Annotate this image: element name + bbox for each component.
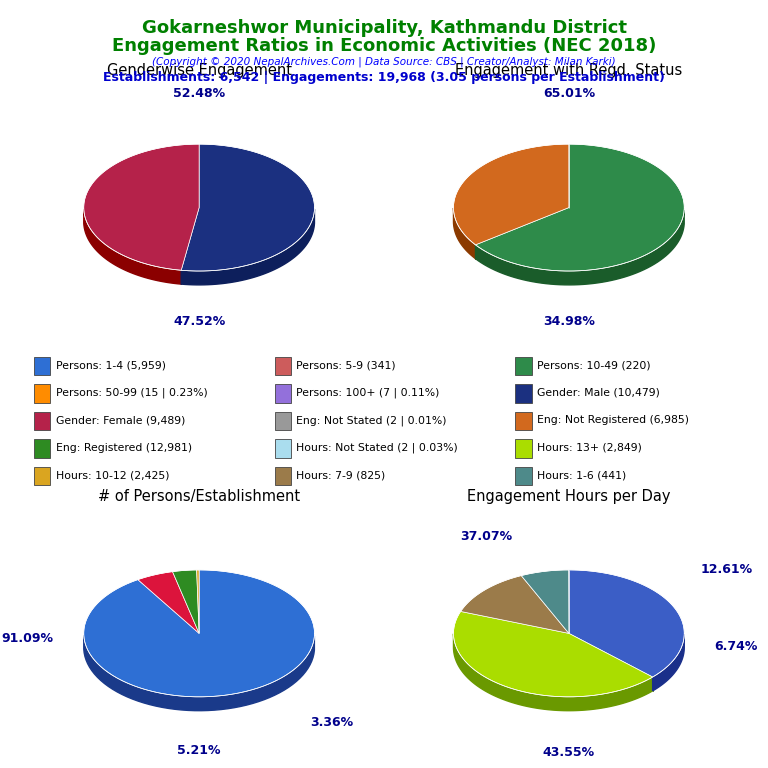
Text: 52.48%: 52.48% [173,87,225,100]
Text: Eng: Not Stated (2 | 0.01%): Eng: Not Stated (2 | 0.01%) [296,415,447,425]
Text: 37.07%: 37.07% [460,531,511,544]
Polygon shape [475,210,684,285]
Text: Gender: Male (10,479): Gender: Male (10,479) [537,388,660,398]
Polygon shape [181,210,314,285]
Text: Hours: Not Stated (2 | 0.03%): Hours: Not Stated (2 | 0.03%) [296,442,458,453]
Title: # of Persons/Establishment: # of Persons/Establishment [98,489,300,504]
Polygon shape [453,634,653,710]
Text: Persons: 1-4 (5,959): Persons: 1-4 (5,959) [55,360,166,370]
Text: 34.98%: 34.98% [543,316,595,329]
Bar [515,384,531,402]
Polygon shape [84,144,199,270]
Text: Establishments: 6,542 | Engagements: 19,968 (3.05 persons per Establishment): Establishments: 6,542 | Engagements: 19,… [103,71,665,84]
Bar [515,412,531,430]
Text: 3.36%: 3.36% [310,716,353,729]
Text: Gokarneshwor Municipality, Kathmandu District: Gokarneshwor Municipality, Kathmandu Dis… [141,19,627,37]
Bar [515,439,531,458]
Bar [274,439,291,458]
Polygon shape [197,570,199,634]
Polygon shape [521,570,569,634]
Text: Persons: 50-99 (15 | 0.23%): Persons: 50-99 (15 | 0.23%) [55,388,207,399]
Polygon shape [569,570,684,677]
Bar [34,412,51,430]
Bar [515,356,531,375]
Text: Gender: Female (9,489): Gender: Female (9,489) [55,415,185,425]
Bar [34,466,51,485]
Text: 43.55%: 43.55% [543,746,595,760]
Bar [274,466,291,485]
Polygon shape [181,144,315,271]
Text: Hours: 7-9 (825): Hours: 7-9 (825) [296,471,386,481]
Text: 65.01%: 65.01% [543,87,595,100]
Polygon shape [173,570,199,634]
Polygon shape [84,635,314,710]
Text: Engagement Ratios in Economic Activities (NEC 2018): Engagement Ratios in Economic Activities… [112,37,656,55]
Bar [274,384,291,402]
Bar [34,384,51,402]
Text: 5.21%: 5.21% [177,743,221,756]
Text: (Copyright © 2020 NepalArchives.Com | Data Source: CBS | Creator/Analyst: Milan : (Copyright © 2020 NepalArchives.Com | Da… [152,56,616,67]
Text: Persons: 10-49 (220): Persons: 10-49 (220) [537,360,650,370]
Text: Hours: 10-12 (2,425): Hours: 10-12 (2,425) [55,471,169,481]
Polygon shape [475,144,684,271]
Text: 12.61%: 12.61% [700,564,753,577]
Polygon shape [453,208,475,259]
Bar [274,356,291,375]
Text: 6.74%: 6.74% [714,640,758,653]
Bar [34,356,51,375]
Title: Genderwise Engagement: Genderwise Engagement [107,63,292,78]
Bar [34,439,51,458]
Text: Persons: 5-9 (341): Persons: 5-9 (341) [296,360,396,370]
Text: 47.52%: 47.52% [173,316,225,329]
Text: Eng: Not Registered (6,985): Eng: Not Registered (6,985) [537,415,689,425]
Text: 91.09%: 91.09% [2,632,54,645]
Polygon shape [453,144,569,245]
Polygon shape [653,634,684,691]
Text: Persons: 100+ (7 | 0.11%): Persons: 100+ (7 | 0.11%) [296,388,439,399]
Text: Eng: Registered (12,981): Eng: Registered (12,981) [55,443,192,453]
Polygon shape [84,570,315,697]
Title: Engagement Hours per Day: Engagement Hours per Day [467,489,670,504]
Polygon shape [84,210,181,284]
Title: Engagement with Regd. Status: Engagement with Regd. Status [455,63,683,78]
Text: Hours: 13+ (2,849): Hours: 13+ (2,849) [537,443,642,453]
Polygon shape [137,571,199,634]
Text: Hours: 1-6 (441): Hours: 1-6 (441) [537,471,626,481]
Bar [515,466,531,485]
Bar [274,412,291,430]
Polygon shape [453,611,653,697]
Polygon shape [461,575,569,634]
